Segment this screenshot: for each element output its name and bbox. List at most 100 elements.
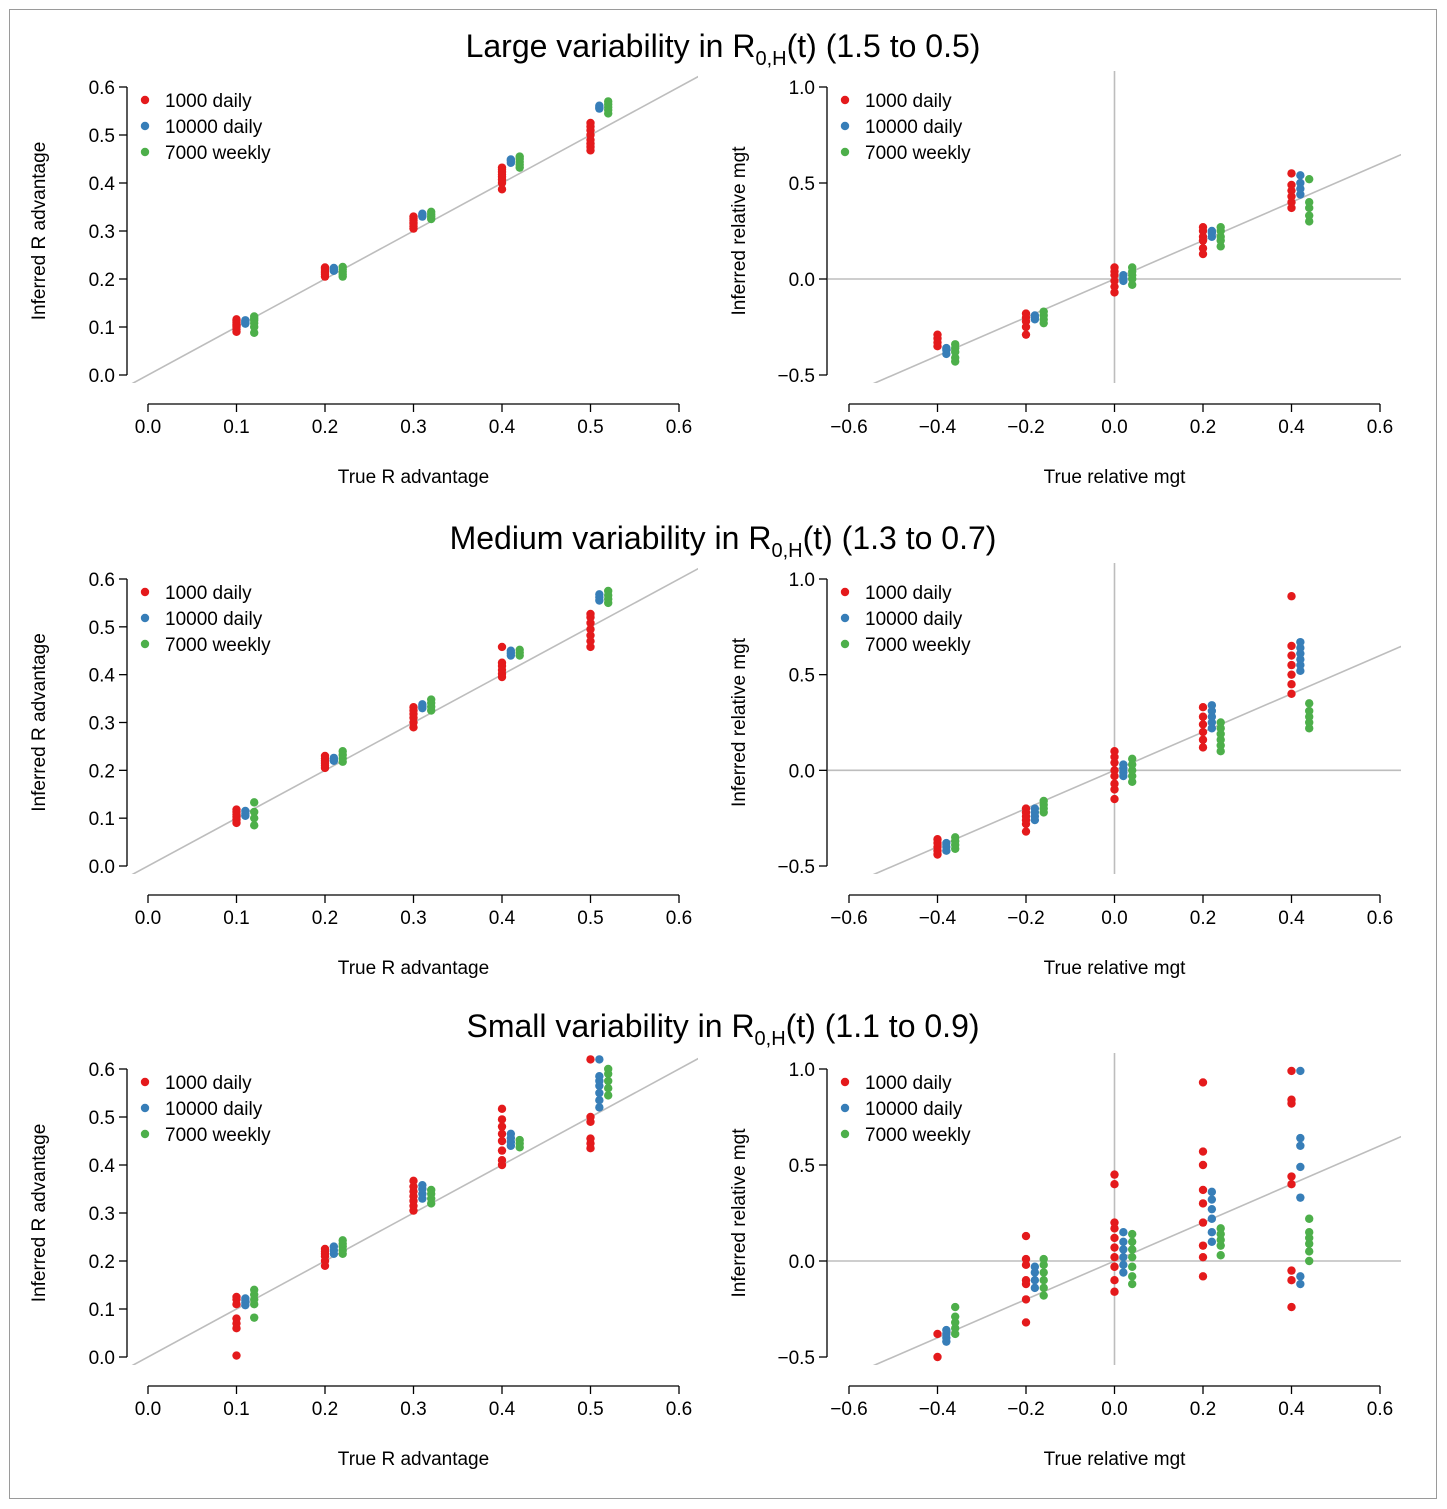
- x-tick-label: 0.0: [135, 908, 161, 929]
- data-point: [1305, 211, 1314, 220]
- data-point: [1198, 1252, 1208, 1262]
- data-point: [1207, 1237, 1217, 1247]
- x-tick-label: 0.0: [1101, 1399, 1127, 1420]
- x-tick-label: 0.2: [1190, 417, 1216, 438]
- data-point: [1287, 1302, 1296, 1312]
- identity-line: [872, 645, 1401, 874]
- data-point: [320, 751, 330, 761]
- y-tick-label: 0.0: [789, 761, 815, 782]
- data-point: [1030, 1283, 1040, 1293]
- y-tick-label: 0.5: [789, 666, 815, 687]
- data-point: [1110, 771, 1119, 781]
- data-point: [1207, 706, 1217, 716]
- row-title: Medium variability in R0,H(t) (1.3 to 0.…: [450, 520, 997, 562]
- data-point: [942, 343, 951, 353]
- x-tick-label: 0.6: [1367, 908, 1393, 929]
- data-point: [1119, 1237, 1128, 1247]
- data-point: [951, 1312, 960, 1321]
- data-point: [951, 1329, 960, 1339]
- legend-label: 7000 weekly: [865, 635, 971, 656]
- data-point: [1110, 747, 1119, 756]
- y-axis-label: Inferred relative mgt: [729, 1128, 750, 1298]
- legend-label: 10000 daily: [865, 1099, 963, 1120]
- scatter-panel-row2-right: −0.5 0.0 0.5 1.0 −0.6 −0.4 −0.2 0.0 0.2 0.4 0.6 Tru…: [729, 563, 1401, 979]
- data-point: [1039, 307, 1048, 316]
- data-point: [232, 315, 241, 324]
- data-point: [1296, 1193, 1305, 1202]
- data-point: [1030, 311, 1040, 320]
- data-point: [942, 1325, 951, 1335]
- data-point: [1021, 1254, 1031, 1264]
- data-point: [418, 700, 427, 709]
- data-point: [1039, 1260, 1048, 1270]
- y-tick-label: 0.0: [789, 270, 815, 291]
- data-point: [1296, 1272, 1305, 1281]
- data-point: [1110, 1180, 1119, 1189]
- data-point: [497, 1146, 507, 1155]
- x-tick-label: 0.3: [400, 1399, 426, 1420]
- data-point: [1030, 1268, 1040, 1277]
- data-point: [1110, 794, 1119, 804]
- legend-marker: [140, 587, 150, 597]
- data-point: [586, 631, 595, 640]
- legend-marker: [840, 613, 850, 623]
- data-point: [1296, 643, 1305, 653]
- y-tick-label: 0.4: [89, 666, 116, 687]
- data-point: [250, 1313, 259, 1322]
- y-tick-label: 0.1: [89, 318, 115, 339]
- data-point: [1021, 1318, 1031, 1327]
- data-point: [1207, 701, 1217, 710]
- legend-marker: [140, 1103, 150, 1113]
- y-tick-label: 0.5: [789, 174, 815, 195]
- y-tick-label: 0.0: [89, 1348, 115, 1369]
- x-tick-label: 0.0: [1101, 908, 1127, 929]
- data-point: [1128, 263, 1137, 272]
- data-point: [1207, 1187, 1217, 1197]
- data-point: [241, 806, 250, 816]
- data-point: [250, 328, 259, 337]
- data-point: [241, 316, 250, 325]
- x-tick-label: 0.6: [666, 908, 692, 929]
- data-point: [1110, 1233, 1119, 1243]
- data-point: [1207, 718, 1217, 727]
- data-point: [1296, 184, 1305, 193]
- data-point: [232, 1292, 241, 1302]
- legend-label: 10000 daily: [165, 1099, 263, 1120]
- x-tick-label: 0.4: [1278, 908, 1305, 929]
- data-point: [1287, 169, 1296, 178]
- x-tick-label: 0.0: [135, 1399, 161, 1420]
- data-point: [595, 1103, 604, 1112]
- data-point: [1287, 689, 1296, 698]
- y-axis-label: Inferred R advantage: [29, 633, 50, 812]
- data-point: [604, 97, 613, 106]
- data-point: [497, 163, 507, 172]
- data-point: [1296, 190, 1305, 199]
- data-point: [1216, 222, 1225, 232]
- data-point: [506, 646, 516, 655]
- data-point: [1287, 1266, 1296, 1275]
- y-tick-label: 0.1: [89, 809, 115, 830]
- data-point: [1287, 641, 1296, 651]
- legend-marker: [840, 587, 850, 597]
- data-point: [1198, 1272, 1208, 1281]
- data-point: [1128, 280, 1137, 289]
- data-point: [427, 207, 436, 216]
- data-point: [1198, 1199, 1208, 1208]
- data-point: [1198, 1185, 1208, 1195]
- x-tick-label: −0.2: [1007, 908, 1045, 929]
- data-point: [1110, 1170, 1119, 1179]
- data-point: [1305, 706, 1314, 716]
- data-point: [604, 1076, 613, 1086]
- data-point: [1287, 670, 1296, 679]
- data-point: [1216, 1224, 1225, 1233]
- data-point: [1110, 1243, 1119, 1252]
- data-point: [320, 263, 330, 272]
- data-point: [1287, 1180, 1296, 1189]
- legend-label: 10000 daily: [165, 117, 263, 138]
- legend-marker: [840, 121, 850, 131]
- data-point: [1198, 720, 1208, 729]
- data-point: [250, 798, 259, 807]
- data-point: [1198, 1078, 1208, 1087]
- y-tick-label: 0.5: [789, 1156, 815, 1177]
- y-tick-label: 0.3: [89, 714, 115, 735]
